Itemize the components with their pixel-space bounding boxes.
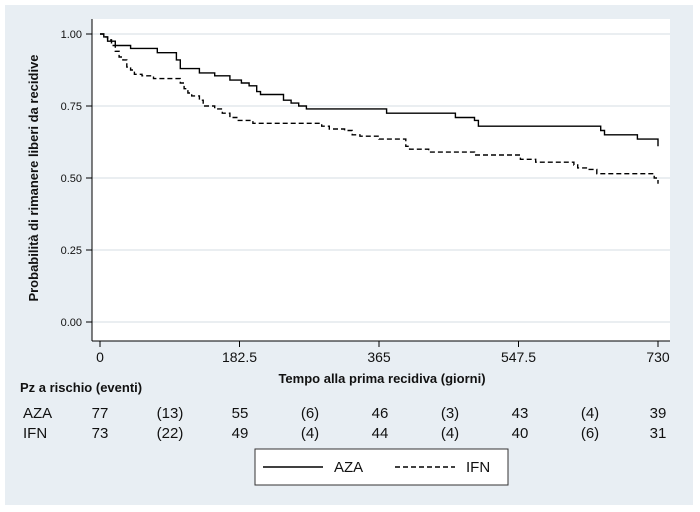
risk-table: AZA 77 (13) 55 (6) 46 (3) 43 (4) 39 IFN 73 (22) 49 (4)… xyxy=(23,405,666,442)
risk-cell-aza-3: (6) xyxy=(301,405,319,422)
risk-cell-aza-7: (4) xyxy=(581,405,599,422)
risk-cell-aza-0: 77 xyxy=(92,405,109,422)
x-tick-label-0: 0 xyxy=(96,349,104,365)
risk-cell-aza-4: 46 xyxy=(372,405,389,422)
y-tick-label-1: 0.25 xyxy=(61,245,82,257)
risk-cell-aza-8: 39 xyxy=(650,405,667,422)
x-tick-label-3: 547.5 xyxy=(501,349,536,365)
legend-box xyxy=(254,448,509,486)
plot-area xyxy=(92,19,670,341)
risk-cell-ifn-6: 40 xyxy=(512,425,529,442)
risk-cell-ifn-3: (4) xyxy=(301,425,319,442)
legend-label-aza: AZA xyxy=(334,459,363,476)
risk-cell-ifn-8: 31 xyxy=(650,425,667,442)
curve-aza xyxy=(100,33,659,147)
y-axis: 0.00 0.25 0.50 0.75 1.00 xyxy=(61,19,93,341)
risk-cell-aza-6: 43 xyxy=(512,405,529,422)
gridlines xyxy=(92,33,670,323)
curve-ifn xyxy=(100,33,659,184)
y-tick-label-3: 0.75 xyxy=(61,101,82,113)
risk-cell-aza-2: 55 xyxy=(232,405,249,422)
legend-label-ifn: IFN xyxy=(466,459,490,476)
x-tick-label-1: 182.5 xyxy=(222,349,257,365)
risk-cell-ifn-5: (4) xyxy=(441,425,459,442)
risk-cell-ifn-4: 44 xyxy=(372,425,389,442)
risk-row-label-ifn: IFN xyxy=(23,425,47,442)
risk-table-title: Pz a rischio (eventi) xyxy=(20,380,142,395)
risk-cell-ifn-2: 49 xyxy=(232,425,249,442)
x-tick-label-2: 365 xyxy=(367,349,391,365)
x-axis: 0 182.5 365 547.5 730 xyxy=(92,340,670,365)
risk-cell-ifn-0: 73 xyxy=(92,425,109,442)
risk-cell-aza-1: (13) xyxy=(157,405,184,422)
x-axis-title: Tempo alla prima recidiva (giorni) xyxy=(278,371,485,386)
y-tick-label-0: 0.00 xyxy=(61,317,82,329)
risk-cell-aza-5: (3) xyxy=(441,405,459,422)
risk-cell-ifn-1: (22) xyxy=(157,425,184,442)
risk-cell-ifn-7: (6) xyxy=(581,425,599,442)
y-tick-label-4: 1.00 xyxy=(61,29,82,41)
legend: AZA IFN xyxy=(254,448,509,486)
risk-row-label-aza: AZA xyxy=(23,405,52,422)
y-tick-label-2: 0.50 xyxy=(61,173,82,185)
y-axis-title: Probabilità di rimanere liberi da recidi… xyxy=(26,54,41,301)
x-tick-label-4: 730 xyxy=(646,349,670,365)
survival-curves xyxy=(100,33,659,184)
